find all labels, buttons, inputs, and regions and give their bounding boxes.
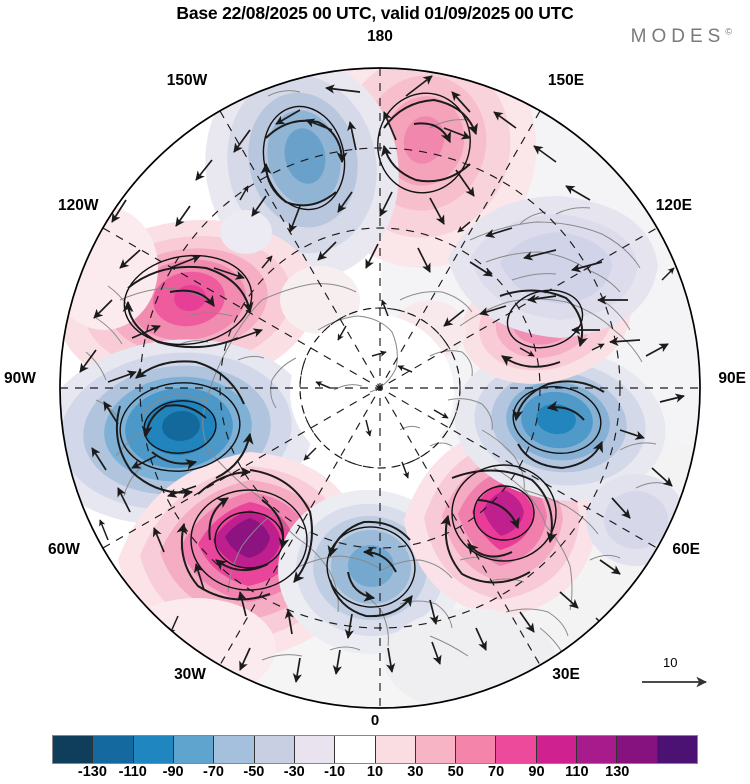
- colorbar-tick-label: 50: [447, 764, 464, 780]
- colorbar-cell: [53, 736, 94, 763]
- lon-label-120e: 120E: [655, 197, 692, 214]
- modes-logo-text: MODES: [630, 26, 726, 47]
- colorbar-cell: [577, 736, 618, 763]
- lon-label-90e: 90E: [718, 370, 746, 387]
- lon-label-60w: 60W: [48, 541, 80, 558]
- lon-label-60e: 60E: [672, 541, 700, 558]
- reference-vector-arrow: [642, 676, 708, 688]
- reference-vector-label: 10: [663, 655, 678, 670]
- colorbar-tick-label: 10: [366, 764, 384, 780]
- colorbar-tick-label: -30: [283, 764, 305, 780]
- colorbar-cell: [173, 736, 215, 763]
- colorbar-cell: [657, 736, 697, 763]
- colorbar-cell: [133, 736, 174, 763]
- page-title: Base 22/08/2025 00 UTC, valid 01/09/2025…: [176, 3, 574, 23]
- colorbar-tick-label: -90: [162, 764, 184, 780]
- wind-vectors: [79, 75, 685, 683]
- lon-label-30e: 30E: [552, 666, 580, 683]
- colorbar-cell: [415, 736, 457, 763]
- graticule-inner: [299, 307, 461, 469]
- colorbar-cell: [254, 736, 295, 763]
- lon-label-120w: 120W: [58, 197, 99, 214]
- map-boundary-circle: [59, 67, 701, 709]
- colorbar-tick-label: -70: [203, 764, 224, 780]
- colorbar-cell: [294, 736, 336, 763]
- map-contents: [60, 68, 700, 708]
- colorbar-cell: [617, 736, 658, 763]
- colorbar: [52, 735, 698, 764]
- colorbar-cell: [496, 736, 537, 763]
- colorbar-tick-label: -130: [77, 764, 107, 780]
- colorbar-cell: [456, 736, 497, 763]
- colorbar-tick-label: 30: [407, 764, 424, 780]
- colorbar-cell: [335, 736, 376, 763]
- colorbar-tick-label: -50: [243, 764, 265, 780]
- modes-logo: MODES©: [631, 26, 732, 48]
- colorbar-cell: [536, 736, 578, 763]
- lon-label-30w: 30W: [174, 666, 206, 683]
- polar-map: 180 150W 120W 90W 60W 30W 30E 60E 90E 120E 150E: [4, 28, 746, 709]
- polar-map-svg: [59, 67, 701, 709]
- lon-label-180: 180: [367, 28, 393, 45]
- lon-label-150w: 150W: [166, 72, 208, 89]
- colorbar-ticks: -130 -110 -90 -70 -50 -30 -10 10 30 50 70 90 110 130: [52, 764, 698, 784]
- colorbar-tick-label: 90: [528, 764, 545, 780]
- colorbar-cell: [214, 736, 255, 763]
- copyright-icon: ©: [725, 26, 732, 37]
- colorbar-tick-label: 130: [605, 764, 630, 780]
- lon-label-90w: 90W: [4, 370, 36, 387]
- colorbar-tick-label: 70: [488, 764, 505, 780]
- colorbar-tick-label: -110: [118, 764, 147, 780]
- colorbar-cell: [375, 736, 416, 763]
- colorbar-tick-label: -10: [324, 764, 346, 780]
- colorbar-tick-label: 110: [565, 764, 589, 780]
- lon-label-0-bottom: 0: [370, 712, 380, 729]
- lon-label-150e: 150E: [547, 72, 585, 89]
- colorbar-cell: [93, 736, 134, 763]
